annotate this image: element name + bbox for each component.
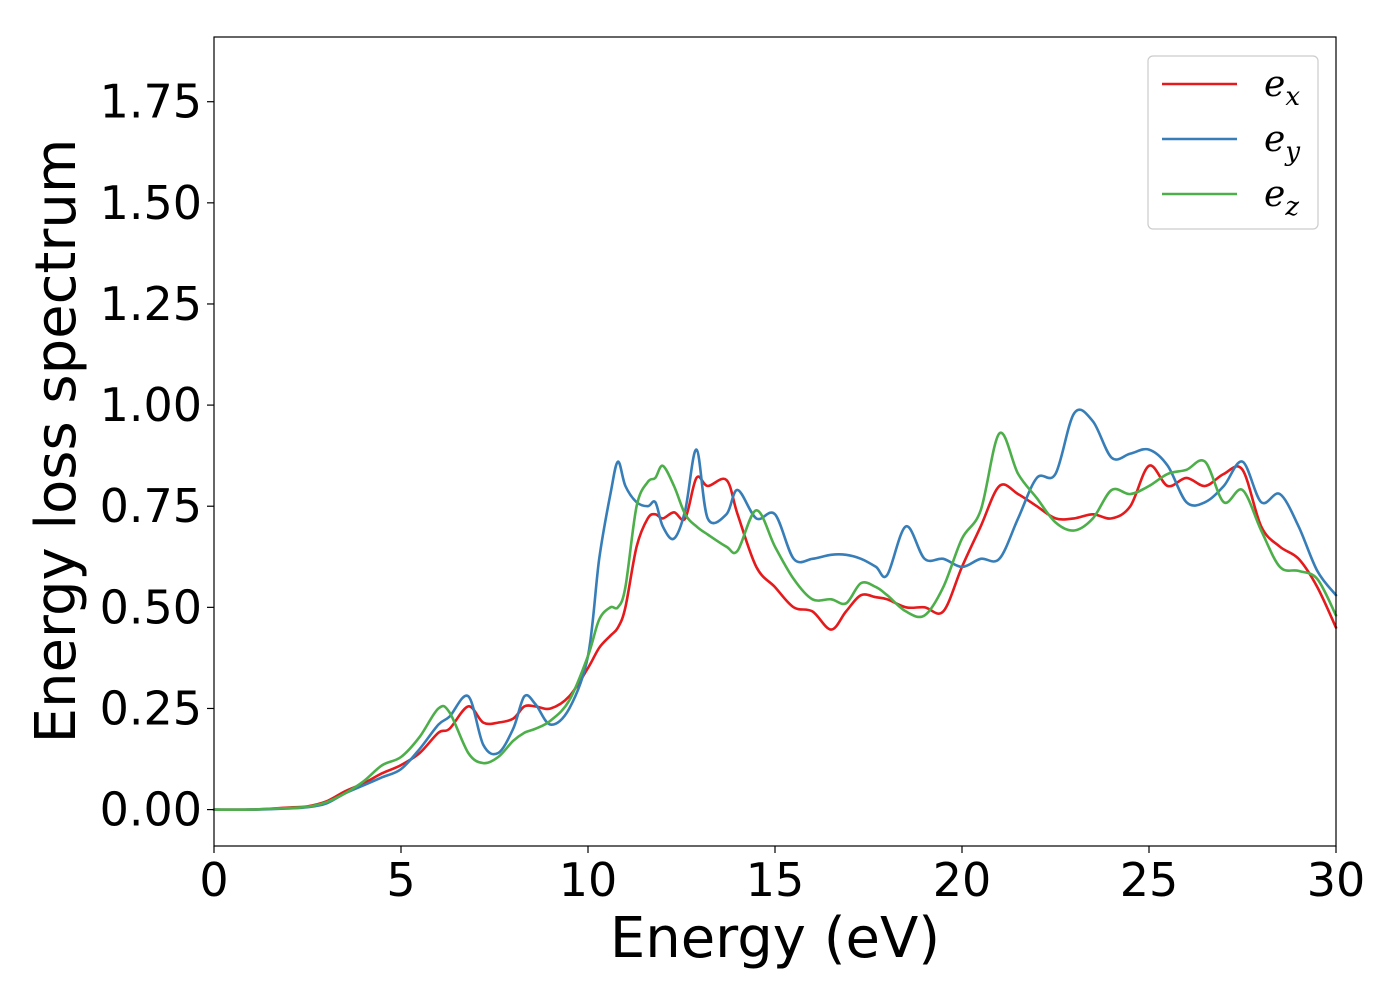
x-tick-label: 10: [559, 853, 618, 907]
y-tick-label: 0.00: [100, 783, 202, 837]
x-axis-title: Energy (eV): [610, 906, 940, 971]
y-tick-label: 0.25: [100, 681, 202, 735]
y-tick-label: 1.25: [100, 277, 202, 331]
y-tick-label: 0.50: [100, 580, 202, 634]
x-tick-label: 30: [1307, 853, 1366, 907]
x-tick-label: 5: [386, 853, 415, 907]
y-tick-label: 0.75: [100, 479, 202, 533]
legend-box: [1147, 55, 1319, 230]
series-layer: [212, 408, 1338, 812]
x-tick-label: 15: [746, 853, 805, 907]
x-tick-label: 20: [933, 853, 992, 907]
series-line-y: [212, 408, 1338, 811]
y-axis-title: Energy loss spectrum: [24, 139, 89, 744]
series-line-z: [212, 431, 1338, 812]
y-tick-label: 1.00: [100, 378, 202, 432]
y-axis: 0.00 0.25 0.50 0.75 1.00 1.25 1.50 1.75: [100, 75, 214, 837]
x-tick-label: 25: [1120, 853, 1179, 907]
series-line-x: [212, 464, 1338, 812]
x-axis: 0 5 10 15 20 25 30: [199, 846, 1365, 907]
y-tick-label: 1.75: [100, 75, 202, 129]
x-tick-label: 0: [199, 853, 228, 907]
y-tick-label: 1.50: [100, 176, 202, 230]
